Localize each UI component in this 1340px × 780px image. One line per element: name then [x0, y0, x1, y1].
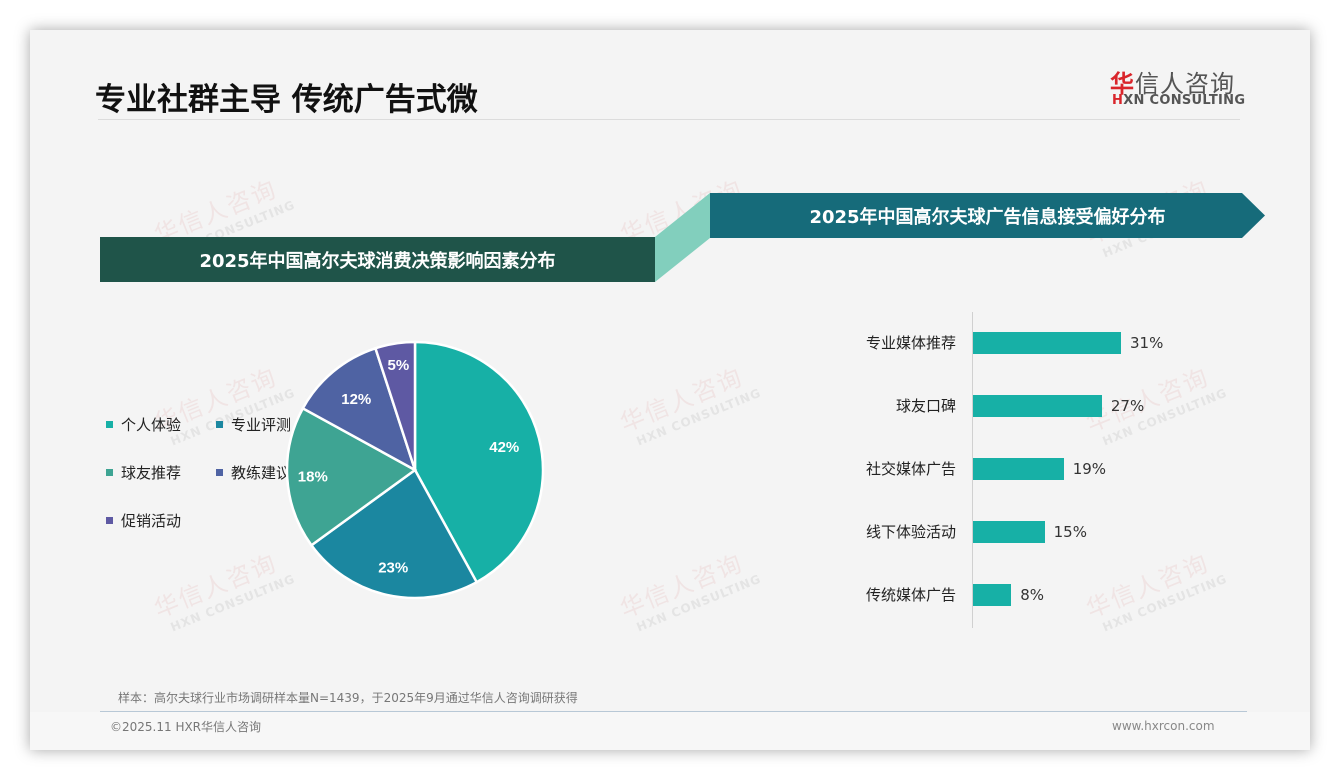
pie-slice-label: 5%: [388, 357, 410, 374]
left-chart-banner: 2025年中国高尔夫球消费决策影响因素分布: [100, 237, 655, 282]
bar-value: 15%: [1053, 523, 1087, 541]
page-title: 专业社群主导 传统广告式微: [95, 82, 478, 118]
pie-slice-label: 23%: [378, 559, 408, 576]
bar-label: 球友口碑: [895, 397, 956, 415]
footer-divider: [100, 711, 1247, 712]
arrow-banner-shape: [710, 193, 1265, 238]
bar-label: 传统媒体广告: [865, 586, 956, 604]
legend-item: 促销活动: [106, 510, 181, 531]
bar: [973, 332, 1121, 354]
legend-swatch: [106, 421, 113, 428]
pie-slice: [285, 406, 418, 547]
bar-value: 8%: [1020, 586, 1044, 604]
legend-swatch: [216, 469, 223, 476]
bar-label: 社交媒体广告: [865, 460, 956, 478]
pie-slice: [373, 340, 417, 471]
logo-cn: 华信人咨询: [1110, 70, 1235, 98]
copyright: ©2025.11 HXR华信人咨询: [110, 720, 262, 734]
bar: [973, 395, 1102, 417]
pie-slice: [301, 346, 418, 473]
bar-value: 19%: [1072, 460, 1107, 478]
pie-slice-label: 12%: [341, 391, 371, 408]
pie-slice: [309, 468, 479, 600]
bar-axis: [972, 312, 973, 628]
logo-en: HXN CONSULTING: [1112, 93, 1246, 108]
right-chart-title: 2025年中国高尔夫球广告信息接受偏好分布: [809, 206, 1166, 228]
right-chart-banner: 2025年中国高尔夫球广告信息接受偏好分布: [710, 193, 1265, 238]
pie-slice-label: 18%: [298, 468, 328, 485]
legend-item: 专业评测: [216, 414, 291, 435]
pie-slice: [413, 340, 545, 584]
legend-item: 球友推荐: [106, 462, 181, 483]
bar-label: 专业媒体推荐: [865, 334, 956, 352]
legend-item: 个人体验: [106, 414, 181, 435]
website-link[interactable]: www.hxrcon.com: [1112, 719, 1215, 733]
title-divider: [98, 119, 1240, 120]
bar-value: 31%: [1130, 334, 1164, 352]
banner-connector: [655, 193, 710, 282]
legend-swatch: [216, 421, 223, 428]
bar: [973, 521, 1045, 543]
pie-slice-label: 42%: [489, 439, 519, 456]
legend-item: 教练建议: [216, 462, 291, 483]
footer-band: [30, 712, 1310, 750]
legend-swatch: [106, 469, 113, 476]
bar-value: 27%: [1110, 397, 1145, 415]
sample-note: 样本：高尔夫球行业市场调研样本量N=1439，于2025年9月通过华信人咨询调研…: [118, 691, 578, 705]
bar: [973, 584, 1012, 606]
pie-chart: 42% 23% 18% 12% 5%: [285, 340, 545, 600]
left-chart-title: 2025年中国高尔夫球消费决策影响因素分布: [199, 250, 556, 272]
bar: [973, 458, 1064, 480]
legend-swatch: [106, 517, 113, 524]
bar-label: 线下体验活动: [865, 523, 956, 541]
